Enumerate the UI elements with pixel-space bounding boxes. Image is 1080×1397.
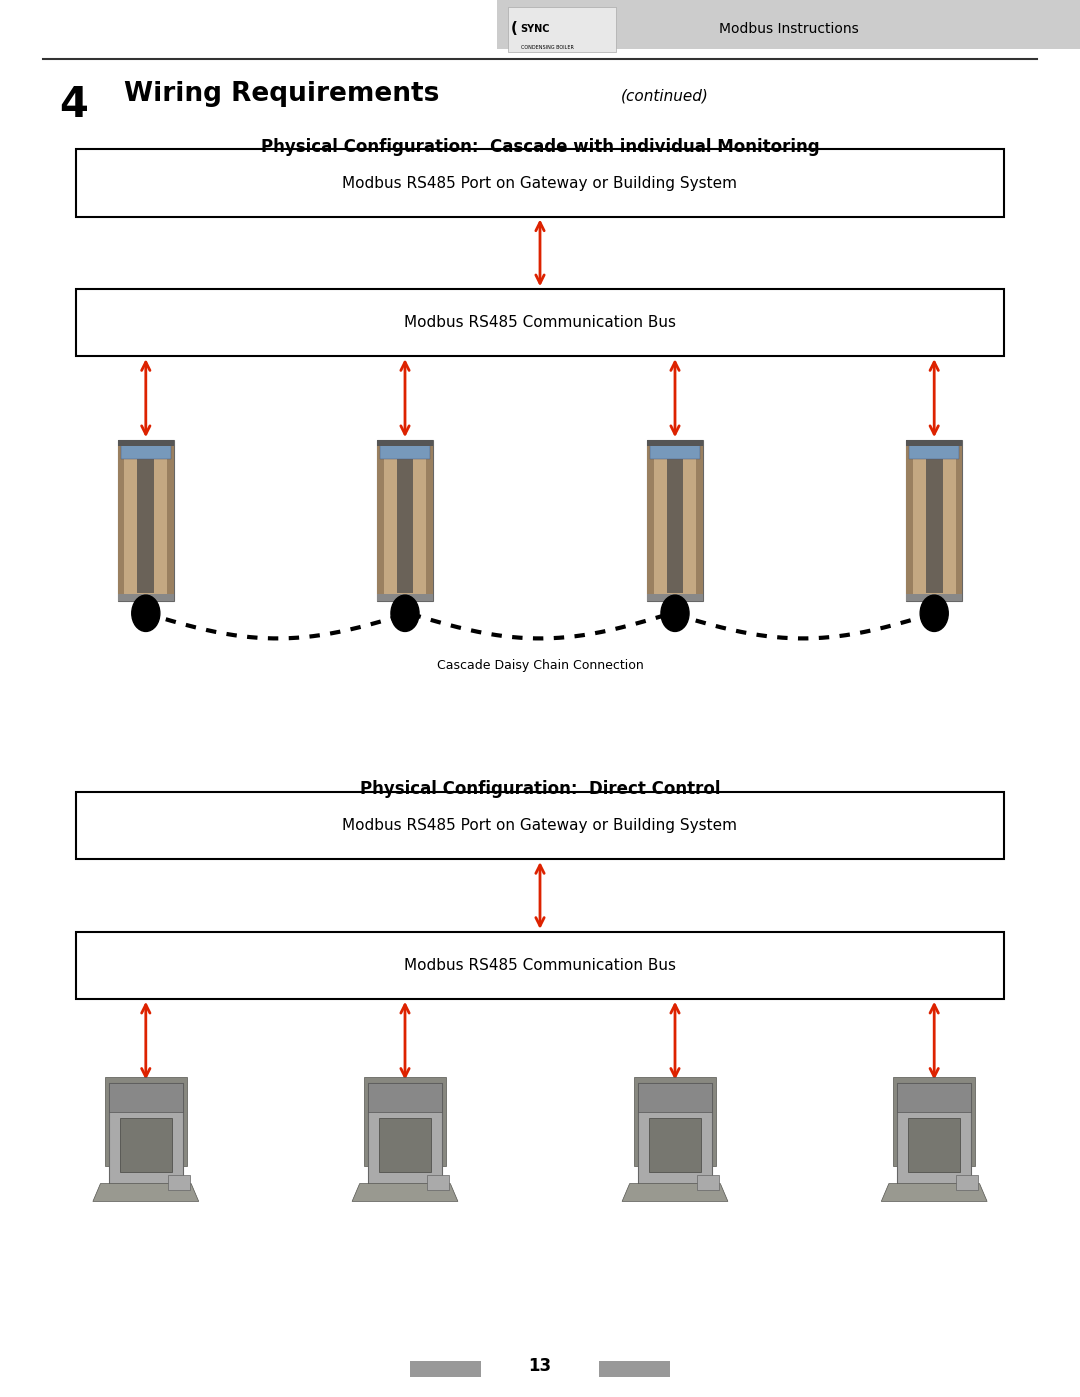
Bar — [897, 1083, 971, 1112]
Bar — [647, 594, 703, 601]
Bar — [649, 1118, 701, 1172]
Bar — [118, 440, 174, 447]
Bar — [109, 1083, 183, 1112]
Bar — [364, 1077, 446, 1165]
Bar — [908, 1118, 960, 1172]
Bar — [76, 289, 1004, 356]
Bar — [599, 1361, 670, 1377]
Bar — [377, 440, 433, 447]
Polygon shape — [93, 1183, 199, 1201]
Bar — [906, 440, 962, 601]
Text: Wiring Requirements: Wiring Requirements — [124, 81, 440, 108]
Circle shape — [391, 595, 419, 631]
Text: Modbus RS485 Port on Gateway or Building System: Modbus RS485 Port on Gateway or Building… — [342, 176, 738, 190]
Text: CONDENSING BOILER: CONDENSING BOILER — [521, 45, 573, 50]
Text: 13: 13 — [528, 1358, 552, 1375]
Bar — [368, 1083, 442, 1112]
Bar — [76, 792, 1004, 859]
Bar — [650, 444, 700, 460]
Text: (continued): (continued) — [621, 88, 708, 103]
Bar — [109, 1083, 183, 1183]
Bar — [956, 440, 962, 601]
Bar — [926, 451, 943, 592]
Bar — [647, 440, 703, 447]
Bar — [697, 440, 703, 601]
Text: Modbus RS485 Communication Bus: Modbus RS485 Communication Bus — [404, 958, 676, 972]
Text: Modbus RS485 Communication Bus: Modbus RS485 Communication Bus — [404, 316, 676, 330]
Text: Physical Configuration:  Direct Control: Physical Configuration: Direct Control — [360, 781, 720, 798]
Bar — [121, 444, 171, 460]
Bar — [666, 451, 684, 592]
Circle shape — [132, 595, 160, 631]
Bar — [105, 1077, 187, 1165]
Bar — [909, 444, 959, 460]
Polygon shape — [352, 1183, 458, 1201]
Text: SYNC: SYNC — [521, 24, 550, 34]
Bar — [647, 440, 703, 601]
Bar — [120, 1118, 172, 1172]
Bar — [906, 440, 962, 447]
Bar — [956, 1175, 978, 1189]
Text: 4: 4 — [59, 84, 89, 126]
Text: Modbus RS485 Port on Gateway or Building System: Modbus RS485 Port on Gateway or Building… — [342, 819, 738, 833]
Bar — [634, 1077, 716, 1165]
Bar — [377, 440, 433, 601]
Bar — [638, 1083, 712, 1183]
Polygon shape — [881, 1183, 987, 1201]
Bar — [427, 1175, 449, 1189]
Bar — [893, 1077, 975, 1165]
Bar — [118, 594, 174, 601]
Text: (: ( — [511, 21, 517, 36]
Bar — [897, 1083, 971, 1183]
Bar — [410, 1361, 481, 1377]
Bar — [377, 440, 383, 601]
Circle shape — [661, 595, 689, 631]
Bar — [118, 440, 124, 601]
Bar — [906, 440, 913, 601]
Bar — [497, 0, 1080, 49]
Bar — [377, 594, 433, 601]
Bar — [368, 1083, 442, 1183]
Bar — [508, 7, 616, 52]
Bar — [427, 440, 433, 601]
Bar — [380, 444, 430, 460]
Text: Modbus Instructions: Modbus Instructions — [718, 21, 859, 36]
Bar — [167, 1175, 190, 1189]
Bar — [167, 440, 174, 601]
Circle shape — [920, 595, 948, 631]
Bar — [76, 149, 1004, 217]
Text: Cascade Daisy Chain Connection: Cascade Daisy Chain Connection — [436, 659, 644, 672]
Bar — [379, 1118, 431, 1172]
Bar — [647, 440, 653, 601]
Bar — [906, 594, 962, 601]
Polygon shape — [622, 1183, 728, 1201]
Bar — [118, 440, 174, 601]
Bar — [137, 451, 154, 592]
Bar — [396, 451, 414, 592]
Text: Physical Configuration:  Cascade with individual Monitoring: Physical Configuration: Cascade with ind… — [260, 138, 820, 155]
Bar — [697, 1175, 719, 1189]
Bar — [638, 1083, 712, 1112]
Bar — [76, 932, 1004, 999]
